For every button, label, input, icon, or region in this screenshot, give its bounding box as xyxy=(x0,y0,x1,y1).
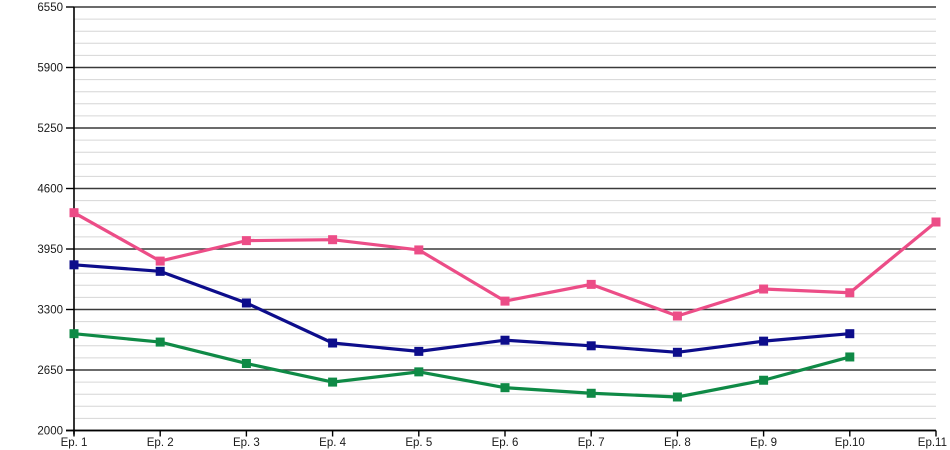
minor-gridlines xyxy=(74,18,936,419)
x-tick-label: Ep. 5 xyxy=(405,437,432,449)
data-point-marker xyxy=(414,346,424,356)
x-tick-label: Ep. 1 xyxy=(61,437,88,449)
data-point-marker xyxy=(500,296,510,306)
data-point-marker xyxy=(845,288,855,298)
y-tick-label: 5900 xyxy=(37,63,63,75)
series-line-green-series xyxy=(72,332,852,399)
data-point-marker xyxy=(155,337,165,347)
data-point-marker xyxy=(241,298,251,308)
data-point-marker xyxy=(414,367,424,377)
data-point-marker xyxy=(586,388,596,398)
data-point-marker xyxy=(672,392,682,402)
data-point-marker xyxy=(500,335,510,345)
data-point-marker xyxy=(586,341,596,351)
y-tick-label: 6550 xyxy=(37,2,63,14)
x-tick-label: Ep. 4 xyxy=(319,437,346,449)
x-tick-label: Ep.11 xyxy=(918,437,947,449)
data-point-marker xyxy=(672,311,682,321)
data-point-marker xyxy=(500,383,510,393)
series-navy-series xyxy=(69,260,855,357)
data-point-marker xyxy=(328,235,338,245)
data-point-marker xyxy=(759,284,769,294)
y-tick-label: 4600 xyxy=(37,184,63,196)
series-line-navy-series xyxy=(72,263,852,354)
y-tick-label: 3950 xyxy=(37,244,63,256)
x-ticks: Ep. 1 Ep. 2 Ep. 3 Ep. 4 Ep. 5 Ep. 6 Ep. 7 Ep. 8… xyxy=(61,430,947,449)
data-point-marker xyxy=(155,256,165,266)
x-tick-label: Ep. 7 xyxy=(578,437,605,449)
data-point-marker xyxy=(69,208,79,218)
data-point-marker xyxy=(759,375,769,385)
data-point-marker xyxy=(759,336,769,346)
data-point-marker xyxy=(845,329,855,339)
x-tick-label: Ep. 2 xyxy=(147,437,174,449)
x-tick-label: Ep. 3 xyxy=(233,437,260,449)
data-point-marker xyxy=(586,279,596,289)
data-point-marker xyxy=(328,338,338,348)
y-tick-label: 2650 xyxy=(37,365,63,377)
axes xyxy=(66,7,936,435)
x-tick-label: Ep. 6 xyxy=(492,437,519,449)
y-tick-label: 2000 xyxy=(37,426,63,438)
data-point-marker xyxy=(241,236,251,246)
y-ticks: 2000 2650 3300 3950 4600 5250 5900 6550 xyxy=(37,2,74,438)
x-tick-label: Ep. 8 xyxy=(664,437,691,449)
data-point-marker xyxy=(931,217,941,227)
series-pink-series xyxy=(69,208,941,321)
x-tick-label: Ep. 9 xyxy=(750,437,777,449)
data-point-marker xyxy=(845,352,855,362)
data-point-marker xyxy=(69,260,79,270)
y-tick-label: 3300 xyxy=(37,305,63,317)
data-point-marker xyxy=(241,358,251,368)
x-tick-label: Ep.10 xyxy=(835,437,865,449)
data-point-marker xyxy=(328,377,338,387)
series-green-series xyxy=(69,329,855,402)
data-point-marker xyxy=(414,245,424,255)
data-point-marker xyxy=(155,266,165,276)
data-point-marker xyxy=(69,329,79,339)
data-point-marker xyxy=(672,347,682,357)
y-tick-label: 5250 xyxy=(37,123,63,135)
